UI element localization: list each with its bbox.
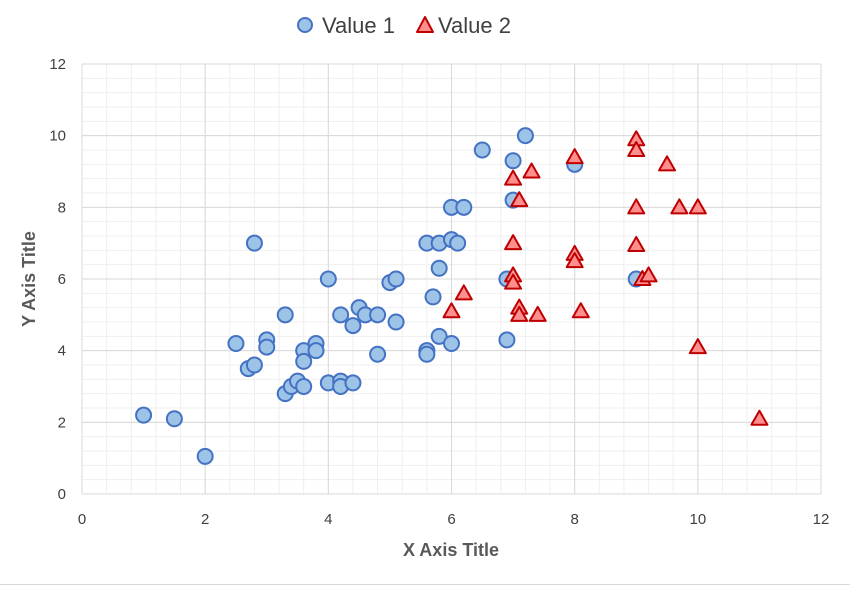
divider [0,584,850,585]
data-point-value-1 [504,152,522,170]
data-point-value-1 [245,234,263,252]
data-point-value-2 [442,302,461,319]
y-tick-label: 4 [58,343,66,360]
data-point-value-1 [369,306,387,324]
legend: Value 1 Value 2 [297,13,511,38]
data-point-value-1 [344,374,362,392]
data-point-value-2 [627,198,646,215]
y-tick-label: 8 [58,199,66,216]
data-point-value-1 [449,234,467,252]
x-tick-label: 0 [78,511,86,528]
data-point-value-1 [443,335,460,352]
data-point-value-1 [295,378,313,395]
y-axis-tick-labels: 0 2 4 6 8 10 12 [49,56,66,503]
legend-triangle-marker-icon [416,16,434,33]
x-tick-label: 8 [570,511,578,528]
data-point-value-2 [627,235,646,252]
data-point-value-1 [245,356,263,374]
data-point-value-1 [369,345,387,363]
data-point-value-1 [344,317,362,335]
legend-label-value-1: Value 1 [322,13,395,38]
series-value-1-markers [135,127,645,465]
data-point-value-2 [565,148,584,165]
data-point-value-1 [516,127,534,145]
data-point-value-1 [424,288,442,306]
data-point-value-1 [258,338,276,356]
data-point-value-1 [307,342,325,360]
series-value-2-markers [442,130,769,426]
data-point-value-1 [387,270,405,288]
data-point-value-1 [319,270,337,288]
x-axis-tick-labels: 0 2 4 6 8 10 12 [78,511,830,528]
data-point-value-1 [165,410,183,428]
y-axis-title: Y Axis Title [19,231,39,327]
y-tick-label: 2 [58,414,66,431]
data-point-value-1 [227,335,245,352]
data-point-value-1 [430,259,448,277]
data-point-value-1 [276,306,294,324]
data-point-value-2 [571,302,590,319]
data-point-value-2 [522,162,541,179]
data-point-value-2 [510,305,529,322]
data-point-value-1 [332,306,350,324]
x-tick-label: 12 [813,511,830,528]
data-point-value-2 [670,198,689,215]
data-point-value-2 [658,155,677,172]
data-point-value-1 [295,352,313,370]
y-tick-label: 6 [58,271,66,288]
x-tick-label: 10 [689,511,706,528]
data-point-value-1 [473,141,491,159]
data-point-value-2 [510,191,529,208]
data-point-value-2 [504,273,523,290]
data-point-value-2 [504,234,523,251]
data-point-value-1 [196,447,214,465]
x-tick-label: 6 [447,511,455,528]
data-point-value-2 [454,284,473,301]
legend-circle-marker-icon [297,17,313,33]
data-point-value-1 [430,327,448,345]
x-axis-title: X Axis Title [403,540,499,560]
data-point-value-1 [418,345,436,363]
x-tick-label: 4 [324,511,332,528]
legend-item-value-1: Value 1 [297,13,395,38]
data-point-value-2 [565,252,584,269]
y-tick-label: 10 [49,128,66,145]
y-tick-label: 0 [58,486,66,503]
data-point-value-1 [455,198,473,216]
data-point-value-2 [528,305,547,322]
data-point-value-2 [504,169,523,186]
legend-item-value-2: Value 2 [416,13,511,38]
data-point-value-1 [498,331,516,349]
x-tick-label: 2 [201,511,209,528]
major-gridlines [81,63,822,495]
data-point-value-2 [627,141,646,157]
data-point-value-2 [750,409,769,426]
data-point-value-1 [135,406,153,424]
y-tick-label: 12 [49,56,66,73]
data-point-value-1 [387,313,405,331]
data-point-value-2 [688,338,707,355]
data-point-value-2 [688,198,707,215]
legend-label-value-2: Value 2 [438,13,511,38]
data-point-value-2 [639,266,658,283]
